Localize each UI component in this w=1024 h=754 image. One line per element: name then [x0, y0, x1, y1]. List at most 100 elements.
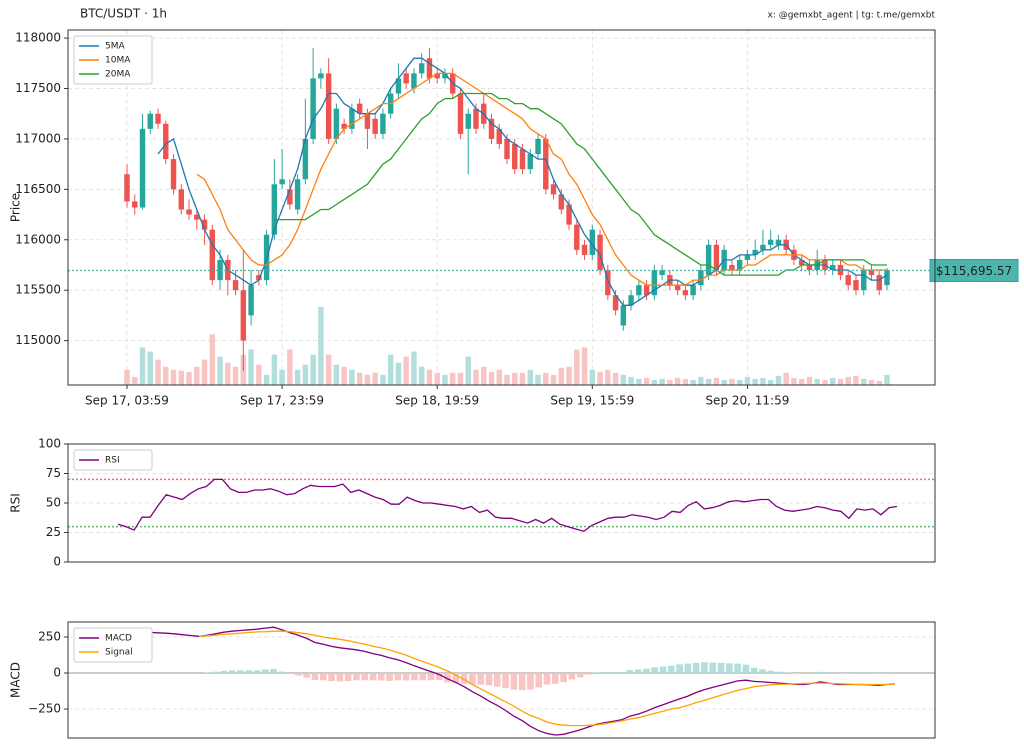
candle-body — [581, 244, 588, 255]
candle-body — [124, 174, 130, 202]
x-tick-label: Sep 18, 19:59 — [395, 394, 479, 408]
volume-bar — [690, 379, 696, 385]
candle-body — [767, 239, 774, 245]
candle-body — [705, 244, 712, 276]
histogram-bar — [228, 670, 236, 674]
volume-bar — [325, 354, 332, 385]
volume-bar — [488, 371, 495, 385]
candle-body — [155, 113, 161, 124]
candle-body — [279, 179, 285, 185]
volume-bar — [349, 369, 355, 385]
y-axis-label: Price — [9, 193, 23, 222]
candle-body — [356, 103, 363, 114]
volume-bar — [705, 378, 712, 385]
volume-bar — [232, 366, 239, 385]
volume-bar — [132, 376, 138, 385]
candle-body — [643, 285, 650, 296]
volume-bar — [674, 377, 681, 385]
y-tick-label: −250 — [28, 702, 61, 716]
histogram-bar — [692, 662, 700, 674]
volume-bar — [589, 369, 596, 385]
candle-body — [325, 73, 332, 139]
histogram-bar — [402, 673, 410, 681]
histogram-bar — [510, 673, 518, 690]
y-tick-label: 115000 — [15, 333, 61, 347]
histogram-bar — [220, 670, 228, 674]
volume-bar — [744, 376, 751, 385]
volume-bar — [302, 364, 309, 385]
histogram-bar — [626, 670, 634, 674]
histogram-bar — [286, 673, 294, 675]
candle-body — [636, 285, 642, 296]
series-line — [157, 57, 888, 306]
histogram-bar — [767, 670, 775, 674]
candle-body — [620, 305, 627, 326]
candle-body — [318, 73, 324, 79]
volume-bar — [271, 354, 278, 385]
histogram-bar — [676, 664, 683, 674]
candle-body — [674, 285, 681, 291]
candle-body — [380, 113, 386, 134]
y-tick-label: 100 — [38, 437, 61, 451]
histogram-bar — [618, 672, 625, 674]
candle-body — [240, 290, 247, 341]
candle-body — [271, 184, 278, 235]
volume-bar — [566, 366, 572, 385]
histogram-bar — [609, 672, 617, 674]
volume-bar — [426, 369, 433, 385]
histogram-bar — [336, 673, 344, 682]
y-tick-label: 117500 — [15, 81, 61, 95]
candle-body — [294, 179, 301, 210]
candle-body — [418, 63, 425, 74]
histogram-bar — [817, 671, 824, 674]
histogram-bar — [841, 673, 849, 674]
volume-bar — [760, 377, 766, 385]
histogram-bar — [493, 673, 501, 687]
volume-bar — [310, 354, 316, 385]
legend-label: 5MA — [105, 42, 125, 52]
volume-bar — [434, 372, 440, 385]
histogram-bar — [502, 673, 509, 689]
legend-box — [73, 35, 153, 85]
volume-bar — [418, 366, 425, 385]
volume-bar — [341, 366, 347, 385]
histogram-bar — [477, 673, 485, 685]
histogram-bar — [444, 673, 451, 683]
volume-bar — [364, 374, 371, 385]
volume-bar — [620, 374, 627, 385]
histogram-bar — [386, 673, 393, 681]
y-tick-label: 0 — [53, 666, 61, 680]
volume-bar — [279, 369, 285, 385]
histogram-bar — [303, 673, 311, 678]
histogram-bar — [601, 672, 609, 674]
histogram-bar — [270, 668, 277, 674]
candle-body — [690, 285, 696, 296]
volume-bar — [465, 356, 471, 385]
volume-bar — [775, 375, 782, 385]
x-tick-label: Sep 17, 03:59 — [85, 394, 169, 408]
histogram-bar — [245, 670, 253, 674]
candle-body — [341, 123, 347, 129]
candle-body — [209, 229, 216, 281]
volume-bar — [395, 362, 402, 385]
y-tick-label: 115500 — [15, 283, 61, 297]
volume-bar — [830, 377, 836, 385]
y-axis-label: RSI — [9, 493, 23, 513]
last-price-label: $115,695.57 — [936, 264, 1012, 278]
histogram-bar — [585, 673, 592, 675]
plot-frame — [67, 29, 936, 386]
histogram-bar — [560, 673, 567, 683]
candle-body — [194, 214, 200, 220]
candle-body — [744, 254, 751, 260]
candle-body — [853, 280, 859, 291]
candle-body — [178, 189, 184, 210]
candle-body — [550, 184, 557, 195]
candle-body — [504, 138, 510, 160]
volume-bar — [318, 306, 324, 385]
series-line — [196, 72, 887, 286]
volume-bar — [380, 374, 386, 385]
volume-bar — [543, 372, 549, 385]
volume-bar — [868, 379, 875, 385]
volume-bar — [209, 334, 216, 385]
volume-bar — [512, 372, 518, 385]
